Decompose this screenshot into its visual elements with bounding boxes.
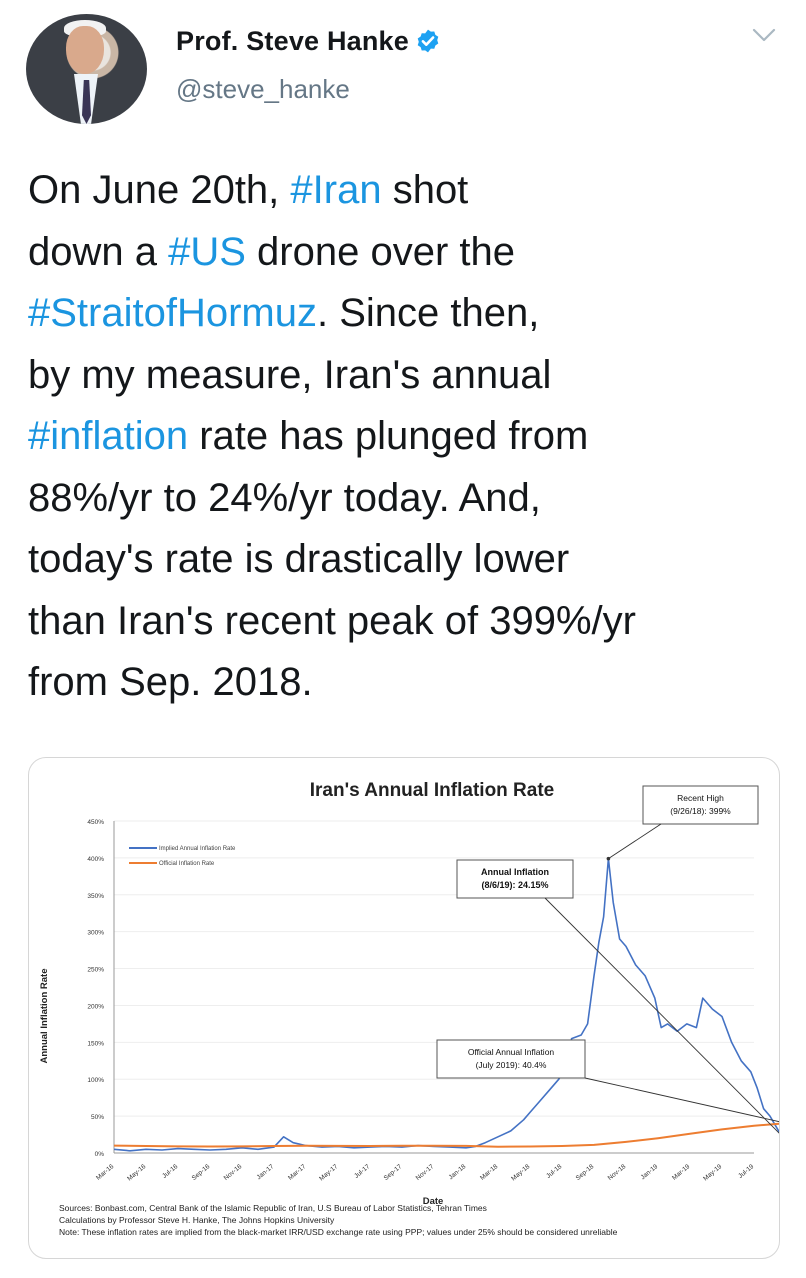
x-tick-label: Mar-16 — [95, 1163, 116, 1182]
annotation-arrow — [584, 1077, 779, 1123]
tweet-line: #StraitofHormuz. Since then, — [28, 283, 788, 345]
x-axis-label: Date — [423, 1196, 444, 1207]
author-avatar[interactable] — [26, 14, 147, 124]
tweet-line: than Iran's recent peak of 399%/yr — [28, 591, 788, 653]
x-tick-label: Nov-17 — [415, 1163, 436, 1182]
y-tick-label: 100% — [87, 1077, 104, 1084]
x-tick-label: Jul-19 — [737, 1163, 755, 1180]
annotation-text: (8/6/19): 24.15% — [481, 880, 548, 890]
tweet-text-segment: by my measure, Iran's annual — [28, 352, 552, 397]
author-name[interactable]: Prof. Steve Hanke — [176, 26, 409, 56]
x-tick-label: Mar-17 — [287, 1163, 308, 1182]
x-tick-label: Mar-18 — [479, 1163, 500, 1182]
chevron-down-icon[interactable] — [752, 26, 776, 44]
tweet-line: On June 20th, #Iran shot — [28, 160, 788, 222]
x-tick-label: Jan-19 — [640, 1163, 660, 1181]
hashtag-link[interactable]: #US — [168, 229, 246, 274]
y-tick-label: 450% — [87, 819, 104, 826]
hashtag-link[interactable]: #StraitofHormuz — [28, 291, 317, 335]
author-name-row[interactable]: Prof. Steve Hanke — [176, 26, 441, 57]
y-axis-label: Annual Inflation Rate — [39, 969, 50, 1064]
verified-badge-icon — [417, 29, 439, 53]
y-tick-label: 0% — [95, 1151, 105, 1158]
tweet-text-segment: down a — [28, 229, 169, 274]
annotation-box — [456, 859, 574, 899]
x-tick-label: May-18 — [510, 1163, 531, 1183]
avatar-tie — [82, 80, 91, 124]
author-handle[interactable]: @steve_hanke — [176, 74, 350, 104]
avatar-face — [66, 26, 104, 74]
y-tick-label: 350% — [87, 893, 104, 900]
x-tick-label: Jul-17 — [353, 1163, 371, 1180]
calculations-line: Calculations by Professor Steve H. Hanke… — [59, 1215, 335, 1225]
annotation-text: (9/26/18): 399% — [670, 806, 731, 816]
chart-title: Iran's Annual Inflation Rate — [310, 780, 555, 801]
y-tick-label: 200% — [87, 1003, 104, 1010]
annotation-arrowhead — [606, 856, 611, 861]
annotation-text: (July 2019): 40.4% — [476, 1060, 547, 1070]
x-tick-label: Jul-16 — [161, 1163, 179, 1180]
x-tick-label: Nov-18 — [607, 1163, 628, 1182]
y-tick-label: 50% — [91, 1114, 104, 1121]
annotation-text: Official Annual Inflation — [468, 1047, 555, 1057]
tweet-line: by my measure, Iran's annual — [28, 345, 788, 407]
chart-sources: Sources: Bonbast.com, Central Bank of th… — [59, 1202, 774, 1238]
sources-line: Sources: Bonbast.com, Central Bank of th… — [59, 1203, 487, 1213]
tweet-text-segment: On June 20th, — [28, 168, 291, 212]
annotation-arrow — [608, 823, 662, 860]
annotation-box — [642, 785, 759, 825]
tweet-text: On June 20th, #Iran shot down a #US drone… — [28, 160, 788, 714]
x-tick-label: May-16 — [126, 1163, 147, 1183]
y-tick-label: 300% — [87, 930, 104, 937]
y-tick-label: 250% — [87, 967, 104, 974]
annotation-text: Recent High — [677, 793, 724, 803]
legend-label: Official Inflation Rate — [159, 861, 215, 867]
implied-inflation-line — [113, 857, 779, 1152]
y-tick-label: 150% — [87, 1040, 104, 1047]
tweet-text-segment: shot — [381, 168, 469, 212]
x-tick-label: Mar-19 — [671, 1163, 692, 1182]
x-tick-label: Nov-16 — [223, 1163, 244, 1182]
x-tick-label: Sep-18 — [575, 1163, 596, 1182]
x-tick-label: Sep-16 — [191, 1163, 212, 1182]
tweet-text-segment: than Iran's recent peak of 399%/yr — [28, 598, 636, 643]
note-line: Note: These inflation rates are implied … — [59, 1227, 618, 1237]
tweet-line: down a #US drone over the — [28, 222, 788, 284]
annotation-box — [436, 1039, 586, 1079]
tweet-text-segment: today's rate is drastically lower — [28, 537, 570, 581]
tweet-line: from Sep. 2018. — [28, 652, 788, 714]
chart-image-card[interactable]: Iran's Annual Inflation Rate Annual Infl… — [28, 757, 780, 1259]
annotation-text: Annual Inflation — [481, 867, 549, 877]
tweet-text-segment: rate has plunged from — [188, 414, 589, 458]
x-tick-label: May-19 — [702, 1163, 723, 1183]
tweet-text-segment: . Since then, — [316, 291, 540, 335]
tweet-line: today's rate is drastically lower — [28, 529, 788, 591]
x-tick-label: May-17 — [318, 1163, 339, 1183]
x-tick-label: Sep-17 — [383, 1163, 404, 1182]
tweet-text-segment: from Sep. 2018. — [28, 660, 313, 704]
tweet-line: 88%/yr to 24%/yr today. And, — [28, 468, 788, 530]
hashtag-link[interactable]: #Iran — [290, 168, 382, 212]
annotation-arrow — [544, 897, 779, 1134]
tweet-text-segment: drone over the — [245, 229, 515, 274]
hashtag-link[interactable]: #inflation — [28, 414, 189, 458]
x-tick-label: Jul-18 — [545, 1163, 563, 1180]
x-tick-label: Jan-18 — [448, 1163, 468, 1181]
y-tick-label: 400% — [87, 856, 104, 863]
legend-label: Implied Annual Inflation Rate — [159, 846, 236, 852]
inflation-chart: Iran's Annual Inflation Rate Annual Infl… — [39, 780, 779, 1207]
tweet-line: #inflation rate has plunged from — [28, 406, 788, 468]
x-tick-label: Jan-17 — [256, 1163, 276, 1181]
official-inflation-line — [113, 1122, 779, 1148]
tweet-text-segment: 88%/yr to 24%/yr today. And, — [28, 475, 541, 520]
